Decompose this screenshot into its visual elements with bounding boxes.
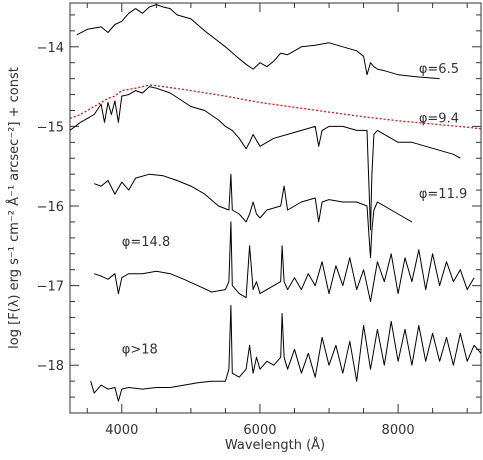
x-tick-label: 4000 [105,423,138,438]
y-tick-label: −16 [37,200,64,215]
x-tick-label: 8000 [382,423,415,438]
series-label-14-8: φ=14.8 [122,235,170,250]
series-layer [69,4,482,402]
series-label-18: φ>18 [122,342,158,357]
series-line-14-8 [94,221,475,302]
x-tick-label: 6000 [243,423,276,438]
labels-layer: φ=6.5 φ=9.4 φ=11.9 φ=14.8 φ>18 [122,62,467,357]
series-line-18 [90,305,482,402]
series-line-9-4 [69,86,461,231]
y-tick-label: −18 [37,359,64,374]
y-tick-label: −14 [37,41,64,56]
series-label-6-5: φ=6.5 [419,62,459,77]
y-tick-label: −15 [37,120,64,135]
y-tick-label: −17 [37,280,64,295]
series-label-11-9: φ=11.9 [419,187,467,202]
series-label-9-4: φ=9.4 [419,111,459,126]
series-line-6-5 [76,4,440,80]
tick-marks: 4000 6000 8000 −14 −15 −16 −17 −18 [37,3,481,438]
series-line-11-9 [94,173,413,259]
y-axis-label: log [F(λ) erg s⁻¹ cm⁻² Å⁻¹ arcsec⁻²] + c… [6,67,22,349]
series-line-model [69,84,482,130]
plot-frame [69,2,482,414]
x-axis-label: Wavelength (Å) [225,437,325,453]
